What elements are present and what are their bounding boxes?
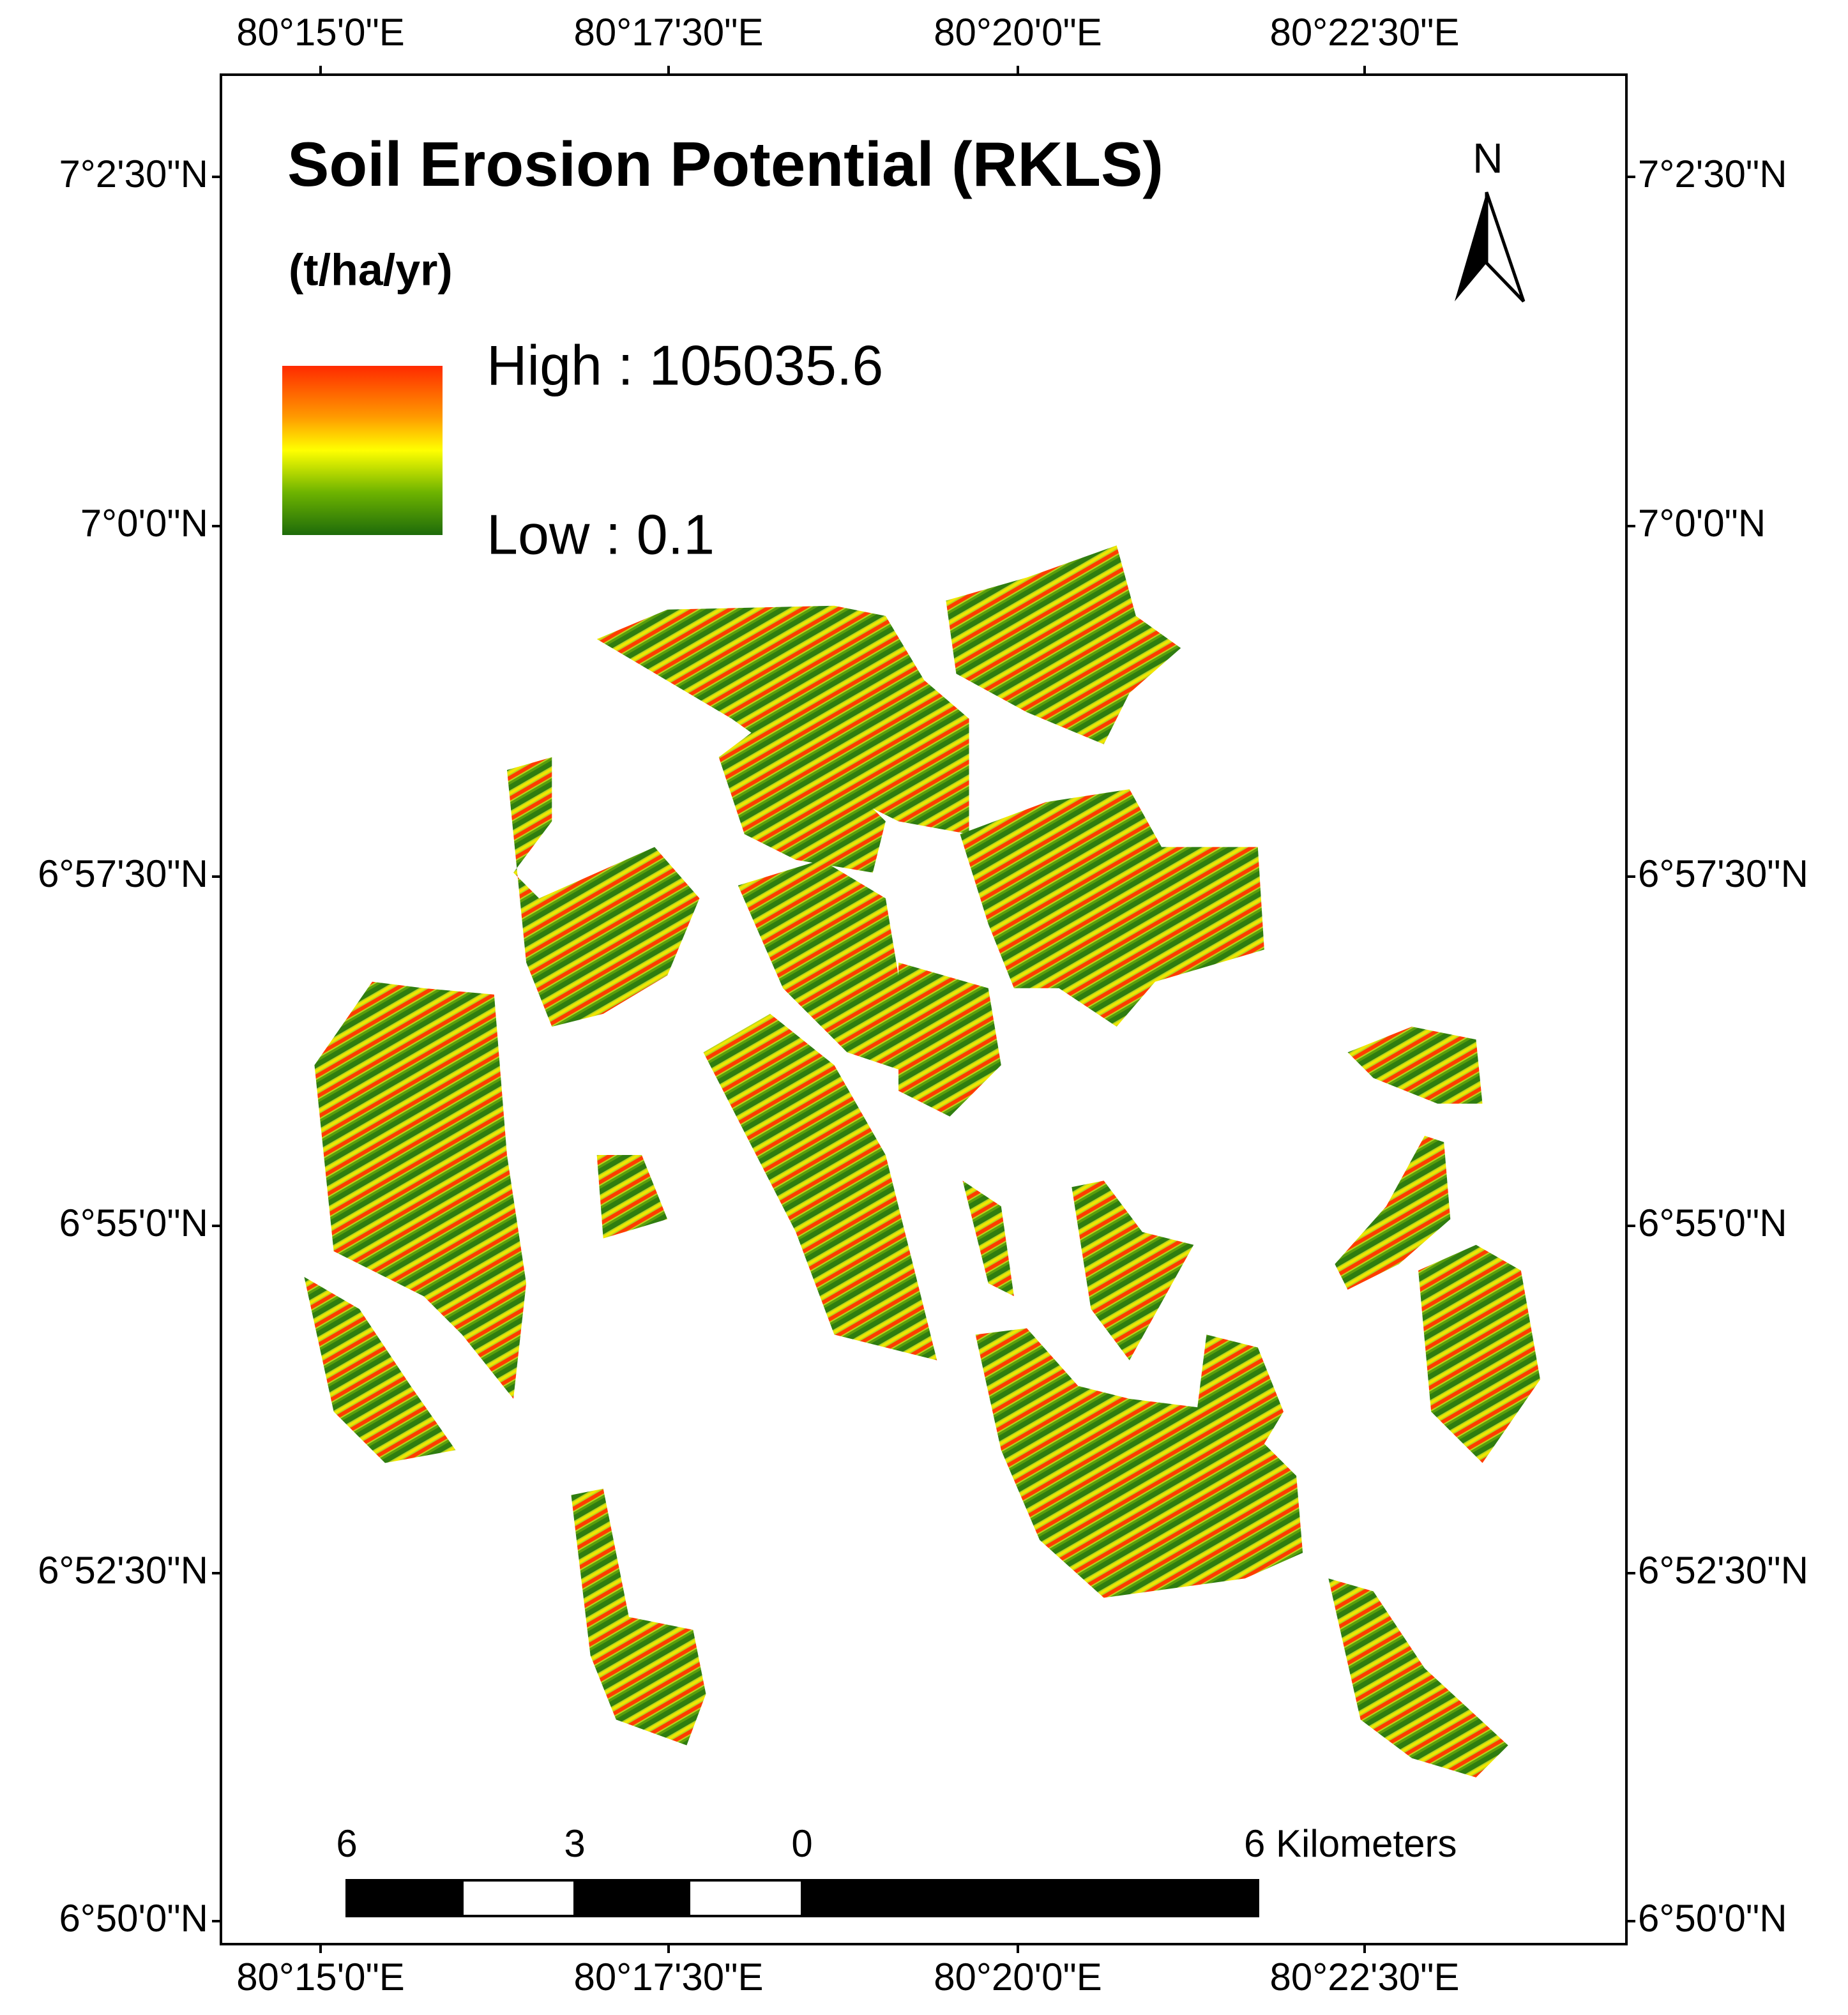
- lat-label-left: 6°57'30"N: [38, 852, 208, 895]
- scale-segment: [573, 1879, 690, 1917]
- lat-label-left: 6°55'0"N: [59, 1202, 208, 1244]
- lat-label-right: 7°0'0"N: [1638, 502, 1766, 545]
- patch: [962, 1181, 1014, 1297]
- scale-segment: [801, 1879, 1259, 1917]
- legend-low: Low : 0.1: [487, 502, 715, 566]
- north-label: N: [1473, 134, 1503, 181]
- patch: [975, 1328, 1303, 1598]
- lat-label-left: 6°50'0"N: [59, 1897, 208, 1940]
- lat-label-right: 6°55'0"N: [1638, 1202, 1787, 1244]
- patch: [898, 962, 1001, 1117]
- patch: [314, 981, 527, 1399]
- patch: [960, 789, 1264, 1027]
- lon-label-top: 80°15'0"E: [236, 11, 405, 54]
- lat-label-left: 6°52'30"N: [38, 1549, 208, 1592]
- lon-label-top: 80°17'30"E: [574, 11, 764, 54]
- lon-label-bottom: 80°22'30"E: [1270, 1956, 1460, 1998]
- patch: [703, 1013, 937, 1361]
- patch: [1328, 1578, 1508, 1777]
- lat-label-right: 6°52'30"N: [1638, 1549, 1808, 1592]
- patch: [1072, 1181, 1194, 1361]
- patch: [571, 1488, 706, 1746]
- scale-label: 6 Kilometers: [1244, 1822, 1457, 1865]
- erosion-patches: [304, 545, 1540, 1777]
- patch: [1418, 1244, 1540, 1463]
- scale-label: 0: [791, 1822, 812, 1865]
- patch: [506, 757, 700, 1027]
- scale-segment: [688, 1879, 803, 1917]
- lat-label-left: 7°2'30"N: [59, 153, 208, 195]
- lat-label-right: 6°57'30"N: [1638, 852, 1808, 895]
- map-subtitle: (t/ha/yr): [289, 245, 453, 294]
- lat-label-right: 7°2'30"N: [1638, 153, 1787, 195]
- lon-label-top: 80°22'30"E: [1270, 11, 1460, 54]
- lon-label-bottom: 80°15'0"E: [236, 1956, 405, 1998]
- patch: [596, 1155, 668, 1239]
- map-title: Soil Erosion Potential (RKLS): [287, 129, 1163, 199]
- lon-label-bottom: 80°17'30"E: [574, 1956, 764, 1998]
- patch: [1347, 1027, 1483, 1104]
- patch: [946, 545, 1181, 744]
- lat-label-right: 6°50'0"N: [1638, 1897, 1787, 1940]
- north-arrow-left: [1455, 192, 1487, 301]
- patch: [1335, 1135, 1451, 1290]
- legend-high: High : 105035.6: [487, 333, 883, 396]
- patch: [738, 859, 950, 1078]
- north-arrow-right: [1485, 192, 1526, 303]
- lon-label-top: 80°20'0"E: [934, 11, 1102, 54]
- patch: [1193, 1334, 1284, 1476]
- scale-bar: [345, 1879, 1259, 1917]
- patch: [304, 1276, 456, 1463]
- legend-ramp: [282, 366, 443, 535]
- scale-label: 3: [564, 1822, 585, 1865]
- patch: [596, 605, 969, 834]
- lon-label-bottom: 80°20'0"E: [934, 1956, 1102, 1998]
- scale-label: 6: [336, 1822, 357, 1865]
- scale-segment: [345, 1879, 464, 1917]
- patch: [718, 718, 886, 873]
- lat-label-left: 7°0'0"N: [80, 502, 208, 545]
- scale-segment: [461, 1879, 576, 1917]
